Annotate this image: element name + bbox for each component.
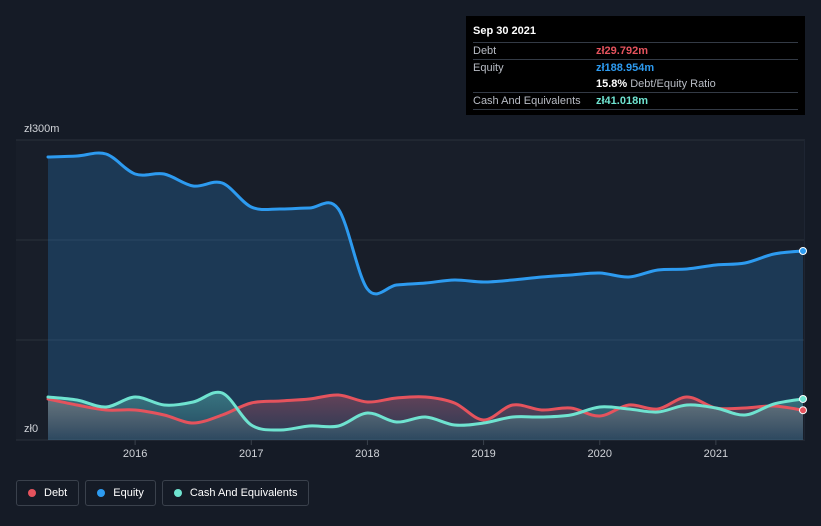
x-tick-label: 2016	[123, 448, 147, 460]
end-marker-equity	[799, 247, 807, 255]
plot-area-bg	[16, 140, 805, 440]
area-cash	[48, 392, 803, 440]
legend-item-equity[interactable]: Equity	[85, 480, 156, 506]
legend-dot-equity	[97, 489, 106, 497]
tooltip-ratio-value: 15.8%	[596, 78, 628, 90]
x-axis-ticks: 2016 2017 2018 2019 2020 2021	[123, 440, 728, 460]
x-tick-label: 2017	[239, 448, 263, 460]
series-end-markers	[799, 247, 807, 415]
legend-dot-cash	[173, 489, 182, 497]
series-lines	[46, 151, 805, 432]
line-equity	[46, 151, 805, 296]
legend-label-cash: Cash And Equivalents	[189, 487, 298, 499]
legend-label-equity: Equity	[113, 487, 144, 499]
y-tick-label: zł0	[24, 423, 38, 435]
tooltip-cash-value: zł41.018m	[596, 95, 648, 107]
tooltip-equity-label: Equity	[473, 62, 504, 74]
end-marker-cash	[799, 394, 807, 403]
end-marker-debt	[799, 406, 807, 415]
tooltip-date: Sep 30 2021	[473, 24, 798, 43]
x-tick-label: 2019	[471, 448, 495, 460]
tooltip-debt-label: Debt	[473, 45, 497, 57]
x-tick-label: 2021	[704, 448, 728, 460]
tooltip-row-debt: Debt zł29.792m	[473, 43, 798, 60]
line-debt	[46, 393, 805, 425]
y-axis-ticks: zł300m zł0	[24, 123, 59, 435]
line-cash	[46, 390, 805, 432]
chart-legend: Debt Equity Cash And Equivalents	[16, 480, 310, 508]
tooltip-panel: Sep 30 2021 Debt zł29.792m Equity zł188.…	[466, 16, 805, 115]
tooltip-debt-value: zł29.792m	[596, 45, 648, 57]
tooltip-ratio-label: Debt/Equity Ratio	[630, 78, 716, 90]
tooltip-row-cash: Cash And Equivalents zł41.018m	[473, 93, 798, 110]
legend-label-debt: Debt	[44, 487, 68, 499]
tooltip-cash-label: Cash And Equivalents	[473, 95, 581, 107]
legend-item-cash[interactable]: Cash And Equivalents	[161, 480, 310, 506]
y-tick-label: zł300m	[24, 123, 59, 135]
tooltip-equity-value: zł188.954m	[596, 62, 655, 74]
tooltip-row-equity: Equity zł188.954m	[473, 60, 798, 76]
x-tick-label: 2020	[587, 448, 611, 460]
tooltip-row-ratio: 15.8% Debt/Equity Ratio	[473, 76, 798, 93]
legend-item-debt[interactable]: Debt	[16, 480, 80, 506]
legend-dot-debt	[28, 489, 36, 497]
future-shade	[804, 140, 805, 440]
x-tick-label: 2018	[355, 448, 379, 460]
area-equity	[48, 152, 803, 440]
